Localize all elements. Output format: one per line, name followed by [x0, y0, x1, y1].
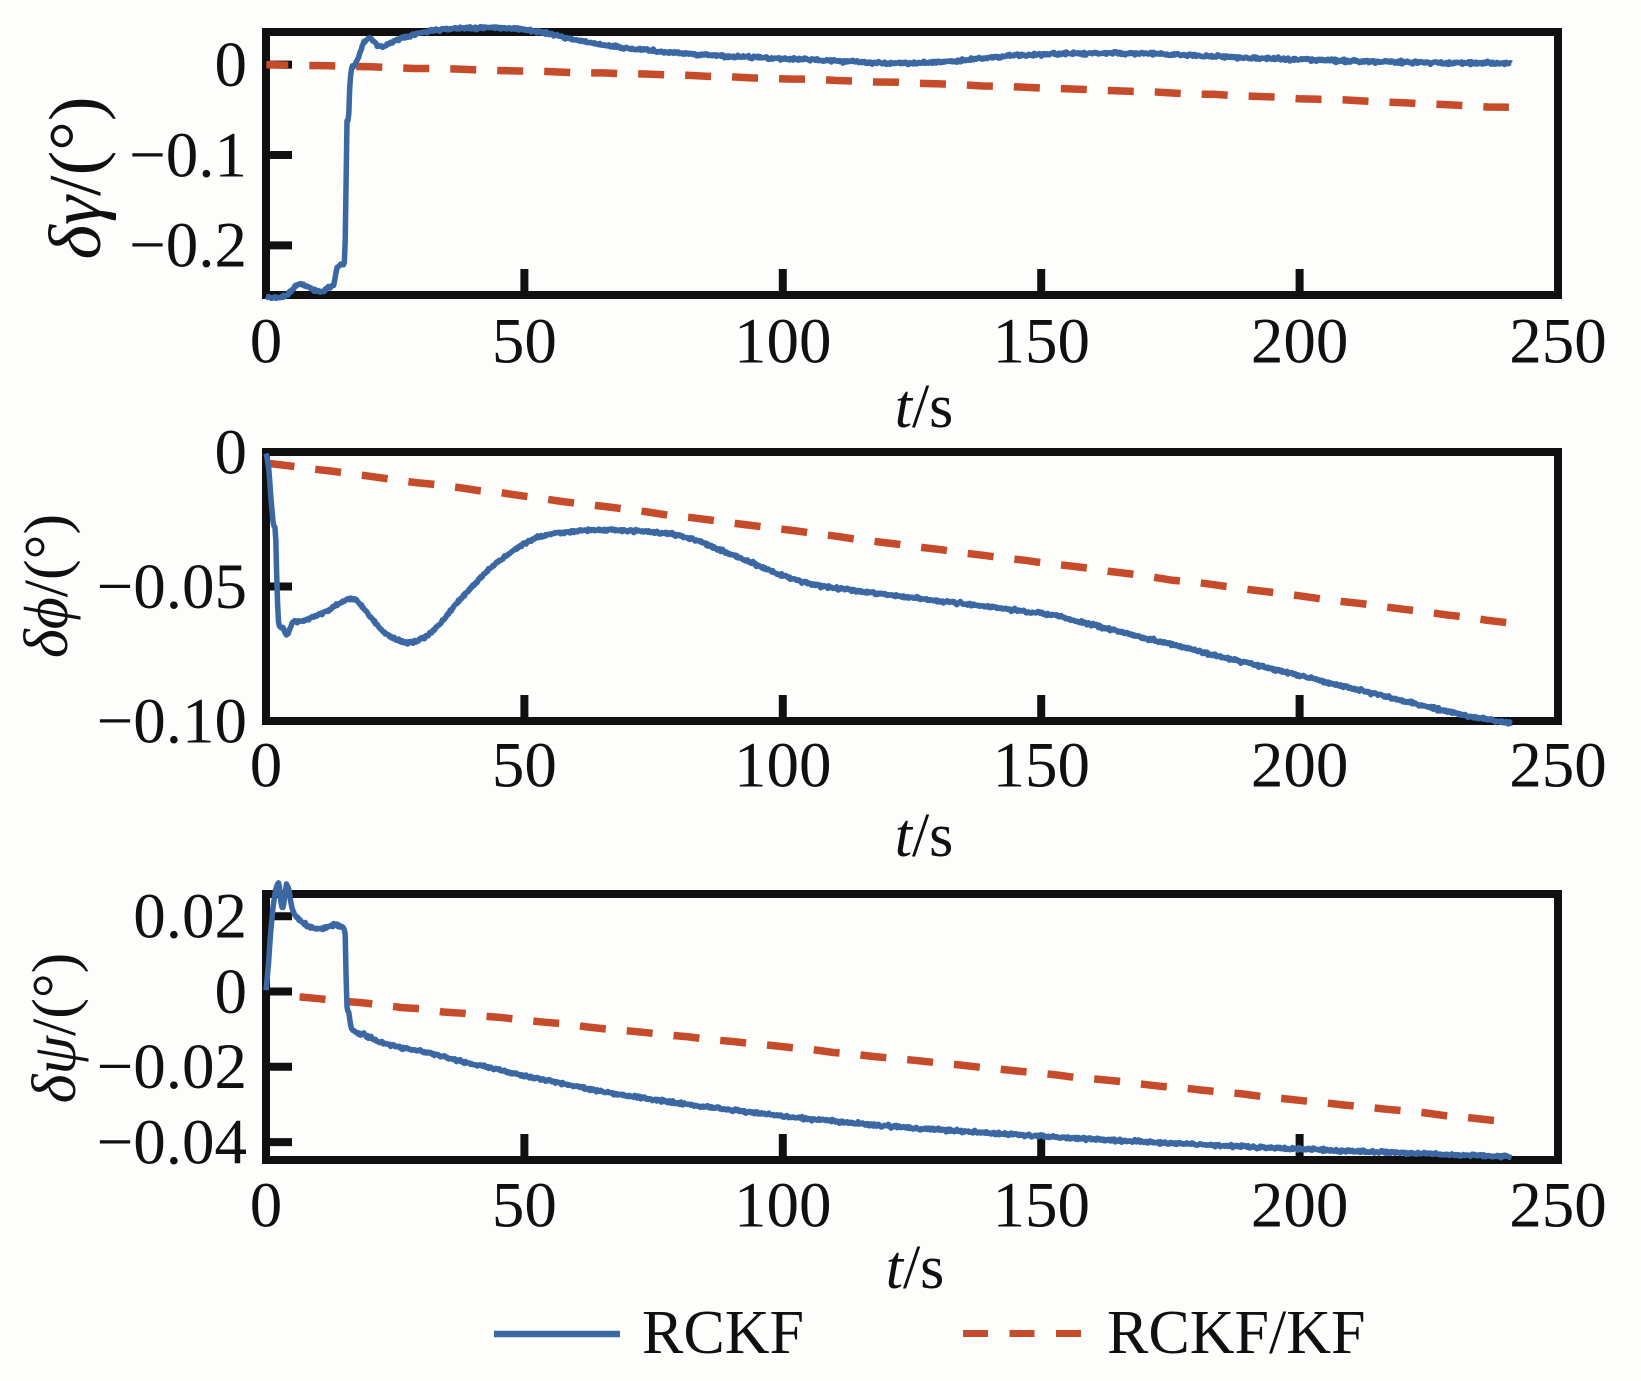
svg-text:250: 250	[1509, 730, 1607, 802]
svg-text:200: 200	[1251, 306, 1349, 378]
svg-text:50: 50	[492, 1170, 557, 1242]
svg-text:0: 0	[250, 730, 283, 802]
svg-text:50: 50	[492, 730, 557, 802]
svg-text:−0.10: −0.10	[97, 685, 247, 757]
svg-text:0: 0	[215, 956, 248, 1028]
svg-text:δϕ/(°): δϕ/(°)	[13, 514, 81, 658]
svg-text:−0.04: −0.04	[97, 1106, 247, 1178]
svg-text:150: 150	[992, 306, 1090, 378]
svg-text:100: 100	[734, 1170, 832, 1242]
svg-text:150: 150	[992, 730, 1090, 802]
svg-text:−0.2: −0.2	[129, 210, 247, 282]
svg-text:−0.02: −0.02	[97, 1031, 247, 1103]
svg-text:200: 200	[1251, 1170, 1349, 1242]
svg-text:50: 50	[492, 306, 557, 378]
svg-text:0: 0	[250, 306, 283, 378]
svg-text:250: 250	[1509, 1170, 1607, 1242]
svg-text:0: 0	[215, 416, 248, 488]
svg-text:t/s: t/s	[895, 373, 954, 441]
svg-text:250: 250	[1509, 306, 1607, 378]
svg-text:100: 100	[734, 730, 832, 802]
svg-text:RCKF: RCKF	[642, 1299, 804, 1367]
svg-text:−0.1: −0.1	[129, 119, 247, 191]
svg-text:t/s: t/s	[895, 802, 954, 870]
svg-text:RCKF/KF: RCKF/KF	[1107, 1299, 1365, 1367]
svg-text:0: 0	[250, 1170, 283, 1242]
svg-text:δψ/(°): δψ/(°)	[21, 953, 89, 1104]
svg-text:100: 100	[734, 306, 832, 378]
svg-text:δγ/(°): δγ/(°)	[35, 97, 117, 260]
svg-text:−0.05: −0.05	[97, 551, 247, 623]
svg-text:t/s: t/s	[886, 1234, 945, 1302]
svg-text:0: 0	[215, 29, 248, 101]
svg-text:150: 150	[992, 1170, 1090, 1242]
svg-text:200: 200	[1251, 730, 1349, 802]
svg-text:0.02: 0.02	[133, 881, 247, 953]
